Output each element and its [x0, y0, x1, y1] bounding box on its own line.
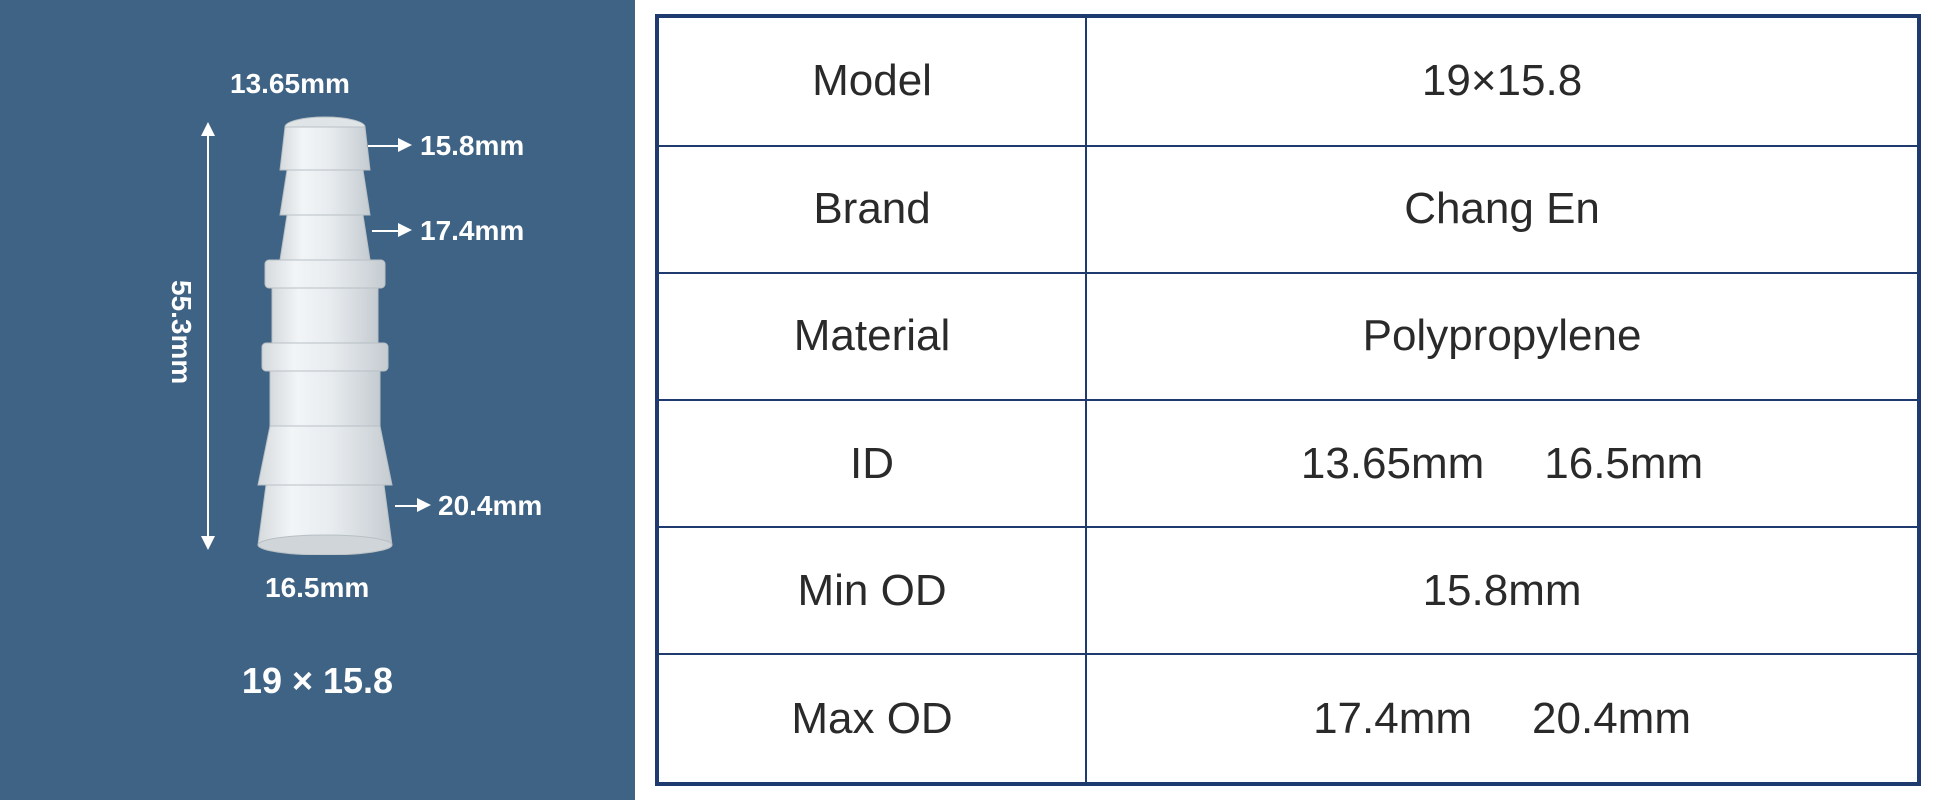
- spec-row: ID13.65mm16.5mm: [657, 400, 1919, 527]
- spec-value: 15.8mm: [1086, 527, 1919, 654]
- dim-top-od: 15.8mm: [420, 130, 524, 162]
- spec-value: Chang En: [1086, 146, 1919, 273]
- arrow-height-top: [201, 122, 215, 136]
- spec-row: Model19×15.8: [657, 16, 1919, 146]
- spec-key: Max OD: [657, 654, 1086, 784]
- leader-height: [207, 136, 209, 536]
- leader-bot-od: [395, 505, 417, 507]
- spec-row: Max OD17.4mm20.4mm: [657, 654, 1919, 784]
- dim-mid-od: 17.4mm: [420, 215, 524, 247]
- spec-key: Model: [657, 16, 1086, 146]
- arrow-top-od: [398, 138, 412, 152]
- spec-value: 17.4mm20.4mm: [1086, 654, 1919, 784]
- spec-value: 13.65mm16.5mm: [1086, 400, 1919, 527]
- spec-row: Min OD15.8mm: [657, 527, 1919, 654]
- spec-key: Min OD: [657, 527, 1086, 654]
- leader-top-od: [368, 145, 398, 147]
- spec-value: 19×15.8: [1086, 16, 1919, 146]
- spec-table: Model19×15.8BrandChang EnMaterialPolypro…: [655, 14, 1921, 786]
- dim-bot-od: 20.4mm: [438, 490, 542, 522]
- dim-top-id: 13.65mm: [230, 68, 350, 100]
- arrow-bot-od: [417, 498, 431, 512]
- arrow-height-bot: [201, 536, 215, 550]
- spec-table-body: Model19×15.8BrandChang EnMaterialPolypro…: [657, 16, 1919, 784]
- spec-key: ID: [657, 400, 1086, 527]
- diagram-title: 19 × 15.8: [0, 660, 635, 702]
- spec-row: BrandChang En: [657, 146, 1919, 273]
- dim-bot-id: 16.5mm: [265, 572, 369, 604]
- connector-illustration: [240, 115, 410, 555]
- leader-mid-od: [372, 230, 398, 232]
- arrow-mid-od: [398, 223, 412, 237]
- dim-height: 55.3mm: [165, 280, 197, 384]
- spec-key: Material: [657, 273, 1086, 400]
- spec-key: Brand: [657, 146, 1086, 273]
- spec-row: MaterialPolypropylene: [657, 273, 1919, 400]
- diagram-panel: 13.65mm 15.8mm 17.4mm 20.4mm 16.5mm 55.3…: [0, 0, 635, 800]
- spec-table-wrap: Model19×15.8BrandChang EnMaterialPolypro…: [635, 0, 1941, 800]
- spec-value: Polypropylene: [1086, 273, 1919, 400]
